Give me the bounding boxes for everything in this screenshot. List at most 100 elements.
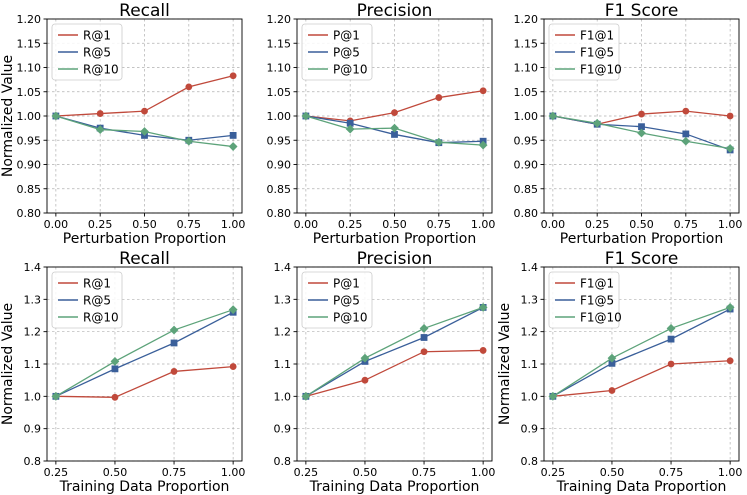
y-tick-label: 0.9 (521, 423, 539, 436)
legend-label: R@10 (83, 311, 119, 325)
y-tick-label: 1.00 (17, 110, 42, 123)
series-P@1 (302, 347, 487, 400)
data-point (479, 87, 487, 95)
y-tick-label: 1.05 (267, 86, 292, 99)
y-tick-label: 1.1 (521, 358, 539, 371)
legend-label: R@1 (83, 277, 111, 291)
y-tick-label: 1.15 (514, 37, 539, 50)
data-point (169, 325, 179, 335)
legend-box (548, 271, 620, 329)
x-tick-label: 0.50 (103, 466, 128, 479)
y-tick-label: 0.90 (267, 159, 292, 172)
data-point (479, 347, 487, 354)
legend-label: P@5 (333, 294, 360, 308)
legend-label: F1@10 (580, 311, 622, 325)
x-tick-label: 0.25 (294, 466, 319, 479)
data-point (391, 109, 398, 117)
chart-panel-2: 0.00 0.25 0.50 0.75 1.00 0.80 0.85 0.90 0.95 1.00… (267, 1, 496, 247)
plot-frame (543, 18, 740, 214)
y-tick-label: 1.20 (514, 13, 539, 26)
data-point (637, 128, 646, 138)
data-point (420, 348, 428, 356)
y-tick-label: 0.9 (24, 423, 42, 436)
chart-title: Precision (357, 1, 433, 21)
data-point (725, 303, 735, 312)
data-point (478, 140, 488, 150)
legend-label: P@10 (333, 63, 368, 77)
legend-label: F1@1 (580, 277, 614, 291)
y-tick-label: 0.85 (514, 183, 539, 196)
x-tick-label: 1.00 (471, 218, 496, 231)
y-tick-label: 0.8 (24, 455, 42, 468)
legend: F1@1 F1@5 F1@10 (548, 23, 622, 81)
series-F1@10 (548, 111, 735, 153)
x-axis-label: Perturbation Proportion (63, 231, 226, 247)
data-point (111, 365, 119, 373)
data-point (111, 393, 119, 401)
chart-panel-6: 0.25 0.50 0.75 1.00 0.8 0.9 1.0 1.1 1.2 1.3 1.4 F1 … (497, 249, 742, 495)
series-R@10 (51, 305, 238, 401)
y-tick-label: 1.0 (521, 390, 539, 403)
y-tick-label: 1.1 (24, 358, 42, 371)
data-point (434, 137, 444, 147)
y-axis-label: Normalized Value (0, 55, 16, 177)
y-tick-label: 0.90 (514, 159, 539, 172)
x-tick-label: 0.75 (162, 466, 187, 479)
chart-panel-3: 0.00 0.25 0.50 0.75 1.00 0.80 0.85 0.90 0.95 1.00… (514, 1, 743, 247)
data-point (301, 391, 311, 401)
legend-label: P@1 (333, 277, 360, 291)
x-tick-label: 0.25 (88, 218, 113, 231)
chart-title: Precision (357, 249, 433, 269)
data-point (419, 324, 429, 333)
x-tick-label: 0.50 (382, 218, 407, 231)
legend-label: F1@5 (580, 294, 614, 308)
data-point (51, 111, 61, 121)
x-tick-label: 0.50 (600, 466, 625, 479)
data-point (548, 391, 558, 401)
y-tick-label: 0.85 (17, 183, 42, 196)
x-axis-label: Training Data Proportion (556, 479, 727, 495)
data-point (110, 357, 120, 366)
data-point (345, 124, 355, 134)
data-point (184, 136, 194, 146)
data-point (726, 357, 734, 365)
series-line (55, 309, 234, 397)
legend: P@1 P@5 P@10 (301, 23, 373, 81)
chart-panel-1: 0.00 0.25 0.50 0.75 1.00 0.80 0.85 0.90 0.95 1.00… (0, 1, 245, 247)
legend-label: R@10 (83, 63, 119, 77)
plot-frame (46, 18, 243, 214)
x-tick-label: 1.00 (221, 466, 246, 479)
plot-frame (46, 266, 243, 462)
y-tick-label: 0.95 (17, 134, 42, 147)
y-tick-label: 1.4 (521, 261, 539, 274)
data-point (638, 110, 645, 118)
series-line (305, 306, 484, 397)
y-tick-label: 1.10 (514, 62, 539, 75)
legend-box (51, 271, 123, 329)
y-tick-label: 1.00 (267, 110, 292, 123)
data-point (608, 359, 616, 367)
data-point (170, 339, 178, 347)
y-tick-label: 0.80 (514, 207, 539, 220)
x-tick-label: 0.25 (541, 466, 566, 479)
y-tick-label: 1.3 (521, 293, 539, 306)
data-point (95, 125, 105, 134)
x-tick-label: 1.00 (718, 466, 743, 479)
legend-label: F1@10 (580, 63, 622, 77)
y-tick-label: 1.2 (274, 326, 292, 339)
legend-label: P@1 (333, 29, 360, 43)
data-point (478, 303, 488, 312)
x-tick-label: 0.25 (44, 466, 69, 479)
data-point (346, 119, 354, 127)
x-tick-label: 0.50 (353, 466, 378, 479)
x-tick-label: 1.00 (718, 218, 743, 231)
y-tick-label: 1.10 (17, 62, 42, 75)
y-tick-label: 1.0 (24, 390, 42, 403)
x-tick-label: 0.75 (659, 466, 684, 479)
x-tick-label: 0.00 (541, 218, 566, 231)
x-tick-label: 0.25 (585, 218, 610, 231)
plot-frame (543, 266, 740, 462)
chart-title: Recall (119, 1, 170, 21)
data-point (435, 94, 443, 101)
data-point (361, 376, 369, 384)
